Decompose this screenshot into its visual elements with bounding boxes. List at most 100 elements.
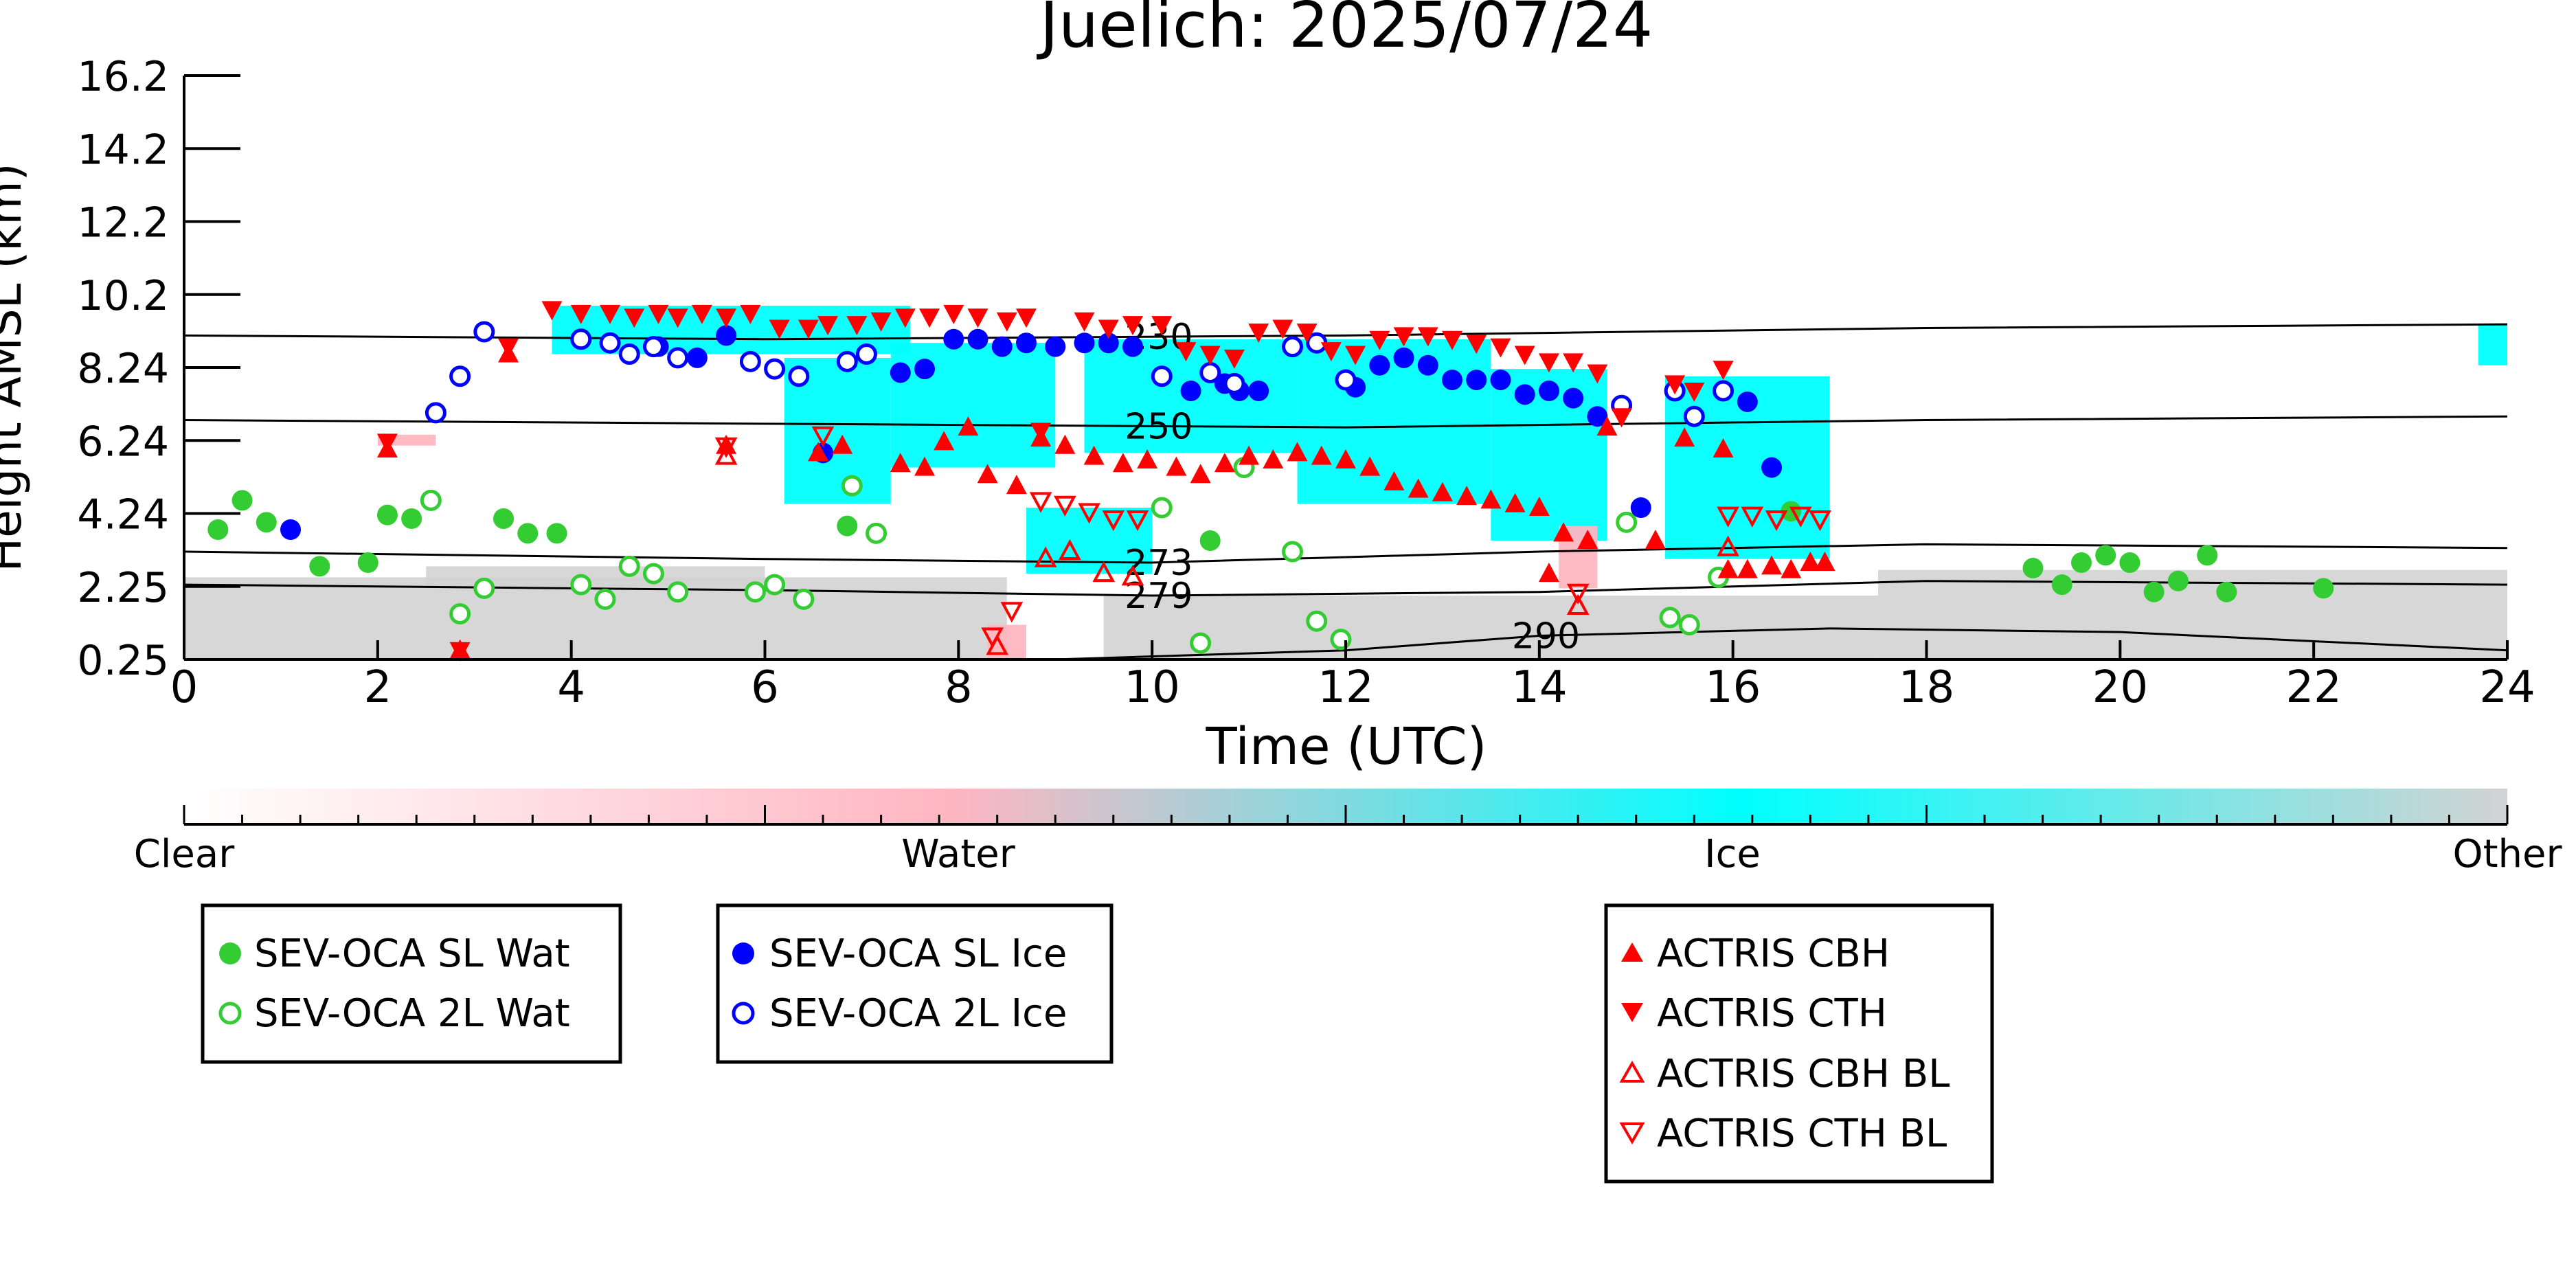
- point-actris-cbh: [1383, 471, 1405, 490]
- y-tick-label: 6.24: [77, 418, 169, 466]
- point-actris-cth: [1514, 346, 1535, 365]
- point-sev-oca-2l-wat: [594, 588, 616, 610]
- contour-230: [183, 323, 2508, 341]
- point-sev-oca-2l-wat: [1330, 629, 1352, 651]
- y-axis-label: Height AMSL (km): [0, 163, 32, 572]
- point-actris-cth-bl: [1809, 510, 1831, 532]
- contour-label-250: 250: [1125, 406, 1193, 447]
- point-actris-cbh: [1761, 555, 1783, 575]
- legend-ice: SEV-OCA SL Ice SEV-OCA 2L Ice: [716, 903, 1114, 1064]
- point-sev-oca-sl-ice: [1761, 457, 1783, 478]
- point-actris-cth: [967, 308, 988, 328]
- point-actris-cth: [1417, 327, 1438, 347]
- point-actris-cbh: [1239, 445, 1260, 465]
- y-tick-label: 16.2: [77, 53, 169, 101]
- point-actris-cth: [1611, 408, 1632, 428]
- x-tick-label: 4: [557, 662, 585, 713]
- point-sev-oca-sl-ice: [686, 347, 708, 368]
- y-tick-label: 12.2: [77, 199, 169, 247]
- point-sev-oca-sl-wat: [401, 508, 422, 529]
- legend-cth-label: ACTRIS CTH: [1657, 991, 1887, 1036]
- point-sev-oca-sl-wat: [1199, 530, 1221, 552]
- point-actris-cth: [798, 319, 819, 339]
- x-tick-label: 2: [363, 662, 392, 713]
- point-sev-oca-2l-wat: [1190, 632, 1212, 654]
- point-actris-cth: [817, 316, 839, 336]
- point-actris-cbh: [1054, 434, 1076, 454]
- point-sev-oca-sl-ice: [1393, 347, 1414, 368]
- series-sev-oca-2l-ice: [425, 321, 1735, 427]
- point-sev-oca-2l-ice: [1281, 336, 1303, 358]
- legend-2l-wat-label: SEV-OCA 2L Wat: [254, 991, 570, 1036]
- point-sev-oca-sl-wat: [2313, 578, 2334, 599]
- point-actris-cbh-bl: [1059, 539, 1081, 561]
- x-tick-label: 20: [2092, 662, 2148, 713]
- point-actris-cth: [769, 319, 790, 339]
- colorbar: Clear Water Ice Other: [134, 789, 2562, 877]
- x-tick-label: 10: [1124, 662, 1179, 713]
- point-sev-oca-sl-wat: [309, 556, 330, 577]
- point-actris-cbh: [1674, 427, 1695, 447]
- point-actris-cth: [1151, 316, 1173, 336]
- point-actris-cth: [648, 304, 669, 324]
- contour-250: [183, 415, 2508, 429]
- y-tick-label: 14.2: [77, 126, 169, 174]
- point-sev-oca-sl-ice: [1538, 381, 1559, 401]
- point-sev-oca-2l-ice: [836, 350, 858, 372]
- point-actris-cbh-bl: [1092, 561, 1116, 583]
- point-actris-cth: [1098, 319, 1119, 339]
- series-actris-cbh: [376, 343, 1835, 659]
- point-sev-oca-sl-ice: [943, 328, 964, 350]
- legend-actris-box: [1604, 903, 1994, 1184]
- legend-actris: ACTRIS CBH ACTRIS CTH ACTRIS CBH BL ACTR…: [1604, 903, 1994, 1184]
- point-sev-oca-2l-ice: [1713, 380, 1735, 402]
- y-tick-label: 4.24: [77, 491, 169, 539]
- point-sev-oca-2l-wat: [473, 577, 495, 599]
- point-sev-oca-sl-ice: [1442, 370, 1463, 391]
- colorbar-ticks: [183, 805, 2509, 824]
- point-sev-oca-sl-ice: [1045, 336, 1066, 357]
- point-actris-cbh: [1359, 456, 1381, 476]
- point-actris-cbh: [1800, 552, 1821, 572]
- point-actris-cth: [716, 308, 737, 328]
- point-actris-cbh: [1166, 456, 1187, 476]
- point-actris-cbh: [1263, 449, 1284, 468]
- x-axis-label: Time (UTC): [1205, 717, 1487, 776]
- legend-cbh-marker: [1621, 942, 1643, 962]
- point-sev-oca-sl-ice: [1737, 391, 1758, 412]
- point-sev-oca-sl-ice: [716, 325, 737, 346]
- point-sev-oca-sl-wat: [2167, 570, 2189, 591]
- point-sev-oca-sl-ice: [280, 519, 302, 540]
- point-actris-cbh-bl: [1566, 594, 1590, 615]
- point-actris-cth-bl: [1741, 506, 1764, 528]
- point-actris-cbh: [1137, 449, 1158, 468]
- point-actris-cth-bl: [1078, 503, 1100, 524]
- region-ice: [890, 343, 1056, 468]
- point-sev-oca-2l-wat: [1151, 497, 1173, 519]
- legend-cbh-bl-label: ACTRIS CBH BL: [1657, 1052, 1950, 1096]
- point-sev-oca-sl-ice: [1466, 370, 1487, 391]
- point-sev-oca-sl-ice: [1015, 332, 1037, 354]
- point-actris-cbh: [1577, 530, 1598, 550]
- x-tick-label: 22: [2285, 662, 2341, 713]
- point-actris-cbh: [832, 434, 853, 454]
- point-sev-oca-sl-ice: [1180, 381, 1201, 401]
- point-sev-oca-sl-ice: [914, 359, 936, 380]
- point-actris-cth: [449, 642, 471, 662]
- point-actris-cbh: [1528, 497, 1550, 516]
- point-sev-oca-2l-wat: [1678, 614, 1700, 636]
- point-actris-cth: [691, 304, 712, 324]
- cloud-phase-regions: [184, 306, 2507, 659]
- point-actris-cth: [870, 312, 892, 332]
- x-tick-label: 6: [751, 662, 779, 713]
- point-sev-oca-sl-wat: [546, 523, 567, 544]
- legend-cbh-label: ACTRIS CBH: [1657, 931, 1890, 976]
- point-sev-oca-2l-wat: [1306, 610, 1328, 632]
- x-tick-label: 14: [1511, 662, 1567, 713]
- point-actris-cbh: [1408, 478, 1429, 498]
- point-sev-oca-2l-wat: [420, 489, 442, 511]
- colorbar-label-water: Water: [901, 832, 1016, 877]
- point-actris-cth-bl: [1717, 506, 1739, 528]
- point-sev-oca-2l-ice: [570, 328, 592, 350]
- point-sev-oca-2l-ice: [855, 343, 877, 365]
